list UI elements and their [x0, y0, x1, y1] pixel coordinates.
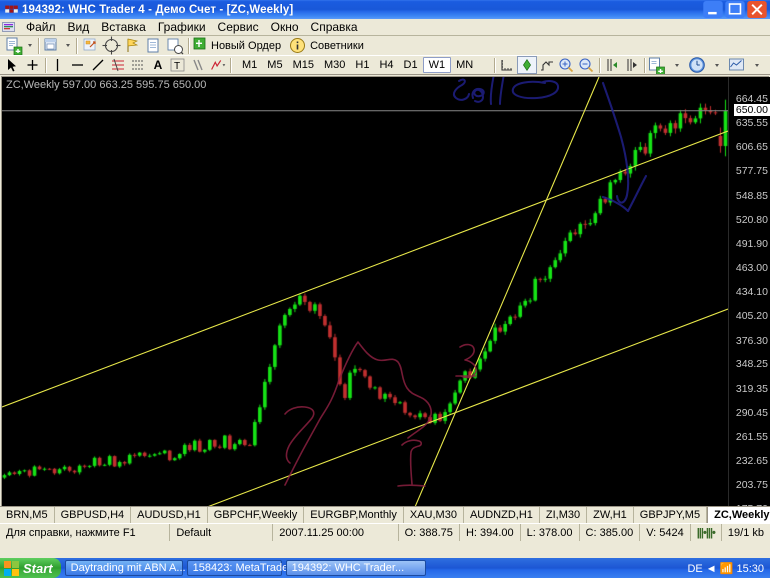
svg-text:T: T	[174, 61, 180, 72]
